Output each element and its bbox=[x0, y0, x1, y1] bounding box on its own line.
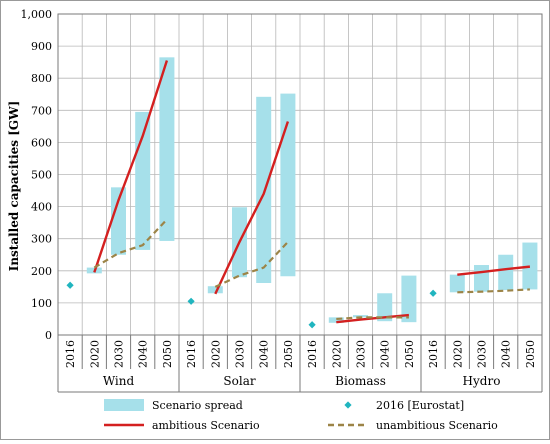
y-axis-label: Installed capacities [GW] bbox=[7, 101, 21, 272]
x-tick-label: 2040 bbox=[379, 340, 392, 368]
y-tick-label: 400 bbox=[31, 201, 52, 214]
scenario-spread-bar bbox=[498, 254, 514, 291]
group-label: Solar bbox=[223, 374, 255, 388]
x-tick-label: 2020 bbox=[209, 340, 222, 368]
group-label: Hydro bbox=[463, 374, 501, 388]
y-tick-label: 100 bbox=[31, 297, 52, 310]
ambitious-scenario-line bbox=[214, 121, 290, 295]
x-tick-label: 2030 bbox=[355, 340, 368, 368]
legend-label: unambitious Scenario bbox=[376, 419, 498, 432]
y-tick-label: 700 bbox=[31, 104, 52, 117]
ambitious-scenario-line bbox=[336, 313, 410, 324]
eurostat-2016-point bbox=[187, 297, 195, 305]
scenario-spread-bar bbox=[377, 293, 393, 322]
legend-item: ambitious Scenario bbox=[104, 419, 260, 432]
y-tick-label: 500 bbox=[31, 169, 52, 182]
ambitious-scenario-line bbox=[93, 60, 169, 273]
x-tick-label: 2020 bbox=[451, 340, 464, 368]
x-tick-label: 2050 bbox=[524, 340, 537, 368]
x-tick-label: 2030 bbox=[234, 340, 247, 368]
eurostat-2016-point bbox=[308, 321, 316, 329]
unambitious-scenario-line bbox=[214, 241, 289, 288]
y-tick-label: 600 bbox=[31, 136, 52, 149]
scenario-spread-bar bbox=[352, 315, 369, 318]
x-tick-label: 2016 bbox=[64, 340, 77, 368]
ambitious-scenario-line bbox=[457, 265, 531, 276]
eurostat-2016-point bbox=[66, 281, 74, 289]
x-tick-label: 2016 bbox=[306, 340, 319, 368]
x-tick-label: 2016 bbox=[185, 340, 198, 368]
x-tick-label: 2016 bbox=[427, 340, 440, 368]
x-tick-label: 2050 bbox=[161, 340, 174, 368]
x-tick-label: 2030 bbox=[476, 340, 489, 368]
legend-item: 2016 [Eurostat] bbox=[344, 399, 464, 412]
scenario-spread-bar bbox=[473, 265, 490, 292]
x-tick-label: 2020 bbox=[330, 340, 343, 368]
eurostat-2016-point bbox=[429, 289, 437, 297]
legend-swatch bbox=[344, 401, 352, 409]
scenario-spread-bar bbox=[401, 275, 417, 323]
y-tick-label: 1,000 bbox=[21, 8, 53, 21]
x-tick-label: 2050 bbox=[282, 340, 295, 368]
y-tick-label: 300 bbox=[31, 233, 52, 246]
unambitious-scenario-line bbox=[336, 316, 409, 321]
legend-label: ambitious Scenario bbox=[152, 419, 260, 432]
x-tick-label: 2040 bbox=[500, 340, 513, 368]
scenario-spread-bar bbox=[110, 187, 127, 255]
legend-item: Scenario spread bbox=[104, 399, 243, 412]
x-tick-label: 2050 bbox=[403, 340, 416, 368]
unambitious-scenario-line bbox=[457, 288, 530, 294]
x-tick-label: 2020 bbox=[88, 340, 101, 368]
legend-item: unambitious Scenario bbox=[328, 419, 498, 432]
y-tick-label: 800 bbox=[31, 72, 52, 85]
scenario-spread-bar bbox=[280, 93, 296, 277]
group-label: Wind bbox=[103, 374, 135, 388]
x-tick-label: 2040 bbox=[137, 340, 150, 368]
x-tick-label: 2040 bbox=[258, 340, 271, 368]
scenario-spread-bar bbox=[159, 57, 175, 241]
x-tick-label: 2030 bbox=[113, 340, 126, 368]
scenario-spread-bar bbox=[328, 317, 344, 323]
group-label: Biomass bbox=[335, 374, 386, 388]
scenario-spread-bar bbox=[256, 96, 272, 283]
legend-swatch bbox=[104, 399, 144, 411]
y-tick-label: 200 bbox=[31, 265, 52, 278]
legend-label: Scenario spread bbox=[152, 399, 243, 412]
legend-label: 2016 [Eurostat] bbox=[376, 399, 464, 412]
scenario-spread-bar bbox=[449, 274, 465, 293]
y-tick-label: 900 bbox=[31, 40, 52, 53]
scenario-spread-bar bbox=[207, 286, 223, 294]
scenario-spread-bar bbox=[522, 242, 538, 290]
y-tick-label: 0 bbox=[45, 329, 52, 342]
unambitious-scenario-line bbox=[93, 218, 168, 269]
